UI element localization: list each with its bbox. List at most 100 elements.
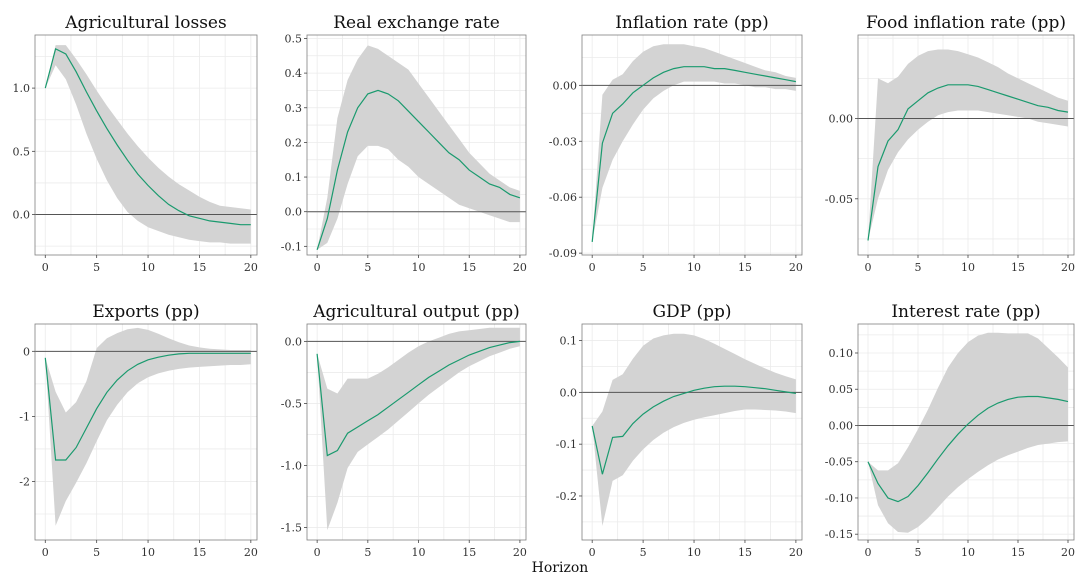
x-tick-label: 0: [865, 546, 872, 559]
response-line: [316, 340, 520, 457]
y-tick-label: -0.15: [825, 528, 853, 541]
y-tick-label: 0.3: [285, 102, 303, 115]
chart-panel: 0 5 10 15 20 0.0 0.5 1.0 Agricultural losses: [13, 13, 258, 274]
x-tick-label: 15: [192, 546, 206, 559]
x-tick-label: 15: [462, 546, 476, 559]
x-tick-label: 0: [589, 261, 596, 274]
response-line: [591, 385, 796, 475]
x-tick-label: 20: [513, 546, 527, 559]
chart-panel: 0 5 10 15 20 -2 -1 0 Exports (pp): [19, 302, 258, 559]
confidence-band: [592, 44, 796, 242]
x-tick-label: 0: [589, 546, 596, 559]
y-tick-label: 0.0: [285, 335, 303, 348]
panel-frame: [857, 323, 1075, 541]
x-tick-label: 0: [314, 261, 321, 274]
confidence-band: [317, 327, 520, 531]
chart-panel: 0 5 10 15 20 -0.2 -0.1 0.0 0.1 GDP (pp): [556, 302, 803, 559]
x-tick-label: 20: [513, 261, 527, 274]
y-tick-label: 0.0: [560, 386, 578, 399]
y-tick-label: 0.2: [285, 136, 303, 149]
y-tick-label: -2: [19, 475, 30, 488]
y-tick-label: 0.00: [553, 79, 578, 92]
chart-panel: 0 5 10 15 20 -0.05 0.00 Food inflation rate (pp…: [825, 13, 1075, 274]
confidence-band: [317, 45, 520, 250]
x-tick-label: 15: [738, 261, 752, 274]
x-tick-label: 0: [865, 261, 872, 274]
y-tick-label: 0.5: [285, 32, 303, 45]
panel-title: GDP (pp): [652, 302, 731, 322]
panel-frame: [34, 323, 258, 541]
x-tick-label: 15: [192, 261, 206, 274]
y-tick-label: -0.05: [825, 456, 853, 469]
panel-title: Real exchange rate: [333, 13, 500, 33]
response-line: [591, 66, 797, 242]
x-tick-label: 5: [640, 546, 647, 559]
y-tick-label: -0.09: [549, 247, 577, 260]
y-tick-label: -0.05: [825, 193, 853, 206]
panel-frame: [34, 34, 258, 256]
x-tick-label: 10: [687, 546, 701, 559]
y-tick-label: -0.06: [549, 191, 577, 204]
y-tick-label: -0.03: [549, 135, 577, 148]
y-tick-label: 0.4: [285, 67, 303, 80]
y-tick-label: -0.1: [281, 240, 302, 253]
x-tick-label: 20: [244, 546, 258, 559]
response-line: [316, 89, 521, 250]
x-tick-label: 5: [640, 261, 647, 274]
x-tick-label: 5: [915, 546, 922, 559]
x-tick-label: 20: [1061, 261, 1075, 274]
y-tick-label: -1: [19, 410, 30, 423]
chart-panel: 0 5 10 15 20 -1.5 -1.0 -0.5 0.0 Agricultural outp…: [281, 302, 527, 559]
x-tick-label: 0: [42, 261, 49, 274]
x-tick-label: 10: [961, 546, 975, 559]
y-tick-label: -1.0: [281, 460, 302, 473]
x-tick-label: 15: [1011, 546, 1025, 559]
y-tick-label: 0.00: [829, 419, 854, 432]
confidence-band: [45, 45, 251, 244]
x-tick-label: 10: [141, 546, 155, 559]
x-tick-label: 0: [42, 546, 49, 559]
chart-panel: 0 5 10 15 20 -0.1 0.0 0.1 0.2 0.3 0.4 0.5 Real excha…: [281, 13, 527, 274]
y-tick-label: -0.5: [281, 397, 302, 410]
x-tick-label: 15: [738, 546, 752, 559]
x-tick-label: 5: [915, 261, 922, 274]
y-tick-label: -1.5: [281, 522, 302, 535]
y-tick-label: 1.0: [13, 82, 31, 95]
y-tick-label: 0.5: [13, 145, 31, 158]
panel-frame: [306, 34, 527, 256]
x-tick-label: 15: [462, 261, 476, 274]
x-tick-label: 5: [364, 546, 371, 559]
confidence-band: [868, 332, 1068, 533]
x-tick-label: 20: [244, 261, 258, 274]
y-tick-label: 0.00: [829, 113, 854, 126]
x-tick-label: 5: [93, 261, 100, 274]
panel-title: Food inflation rate (pp): [866, 13, 1066, 33]
panel-title: Agricultural losses: [64, 13, 226, 33]
x-axis-title: Horizon: [532, 560, 589, 576]
x-tick-label: 20: [1061, 546, 1075, 559]
y-tick-label: 0.10: [829, 347, 854, 360]
y-tick-label: 0.05: [829, 383, 854, 396]
y-tick-label: 0.1: [285, 171, 303, 184]
panel-frame: [857, 34, 1075, 256]
confidence-band: [592, 333, 796, 526]
panel-title: Exports (pp): [92, 302, 199, 322]
x-tick-label: 10: [687, 261, 701, 274]
chart-panel: 0 5 10 15 20 -0.15 -0.10 -0.05 0.00 0.05 0.10 Inter…: [825, 302, 1075, 559]
x-tick-label: 5: [93, 546, 100, 559]
response-line: [867, 84, 1069, 241]
x-tick-label: 20: [789, 546, 803, 559]
response-line: [44, 352, 251, 461]
y-tick-label: -0.1: [556, 438, 577, 451]
y-tick-label: -0.10: [825, 492, 853, 505]
chart-panel: 0 5 10 15 20 -0.09 -0.06 -0.03 0.00 Inflation rat…: [549, 13, 803, 274]
x-tick-label: 10: [412, 546, 426, 559]
x-tick-label: 10: [412, 261, 426, 274]
x-tick-label: 5: [364, 261, 371, 274]
panel-frame: [581, 323, 803, 541]
x-tick-label: 0: [314, 546, 321, 559]
y-tick-label: 0.1: [560, 335, 578, 348]
y-tick-label: 0.0: [285, 206, 303, 219]
y-tick-label: -0.2: [556, 490, 577, 503]
